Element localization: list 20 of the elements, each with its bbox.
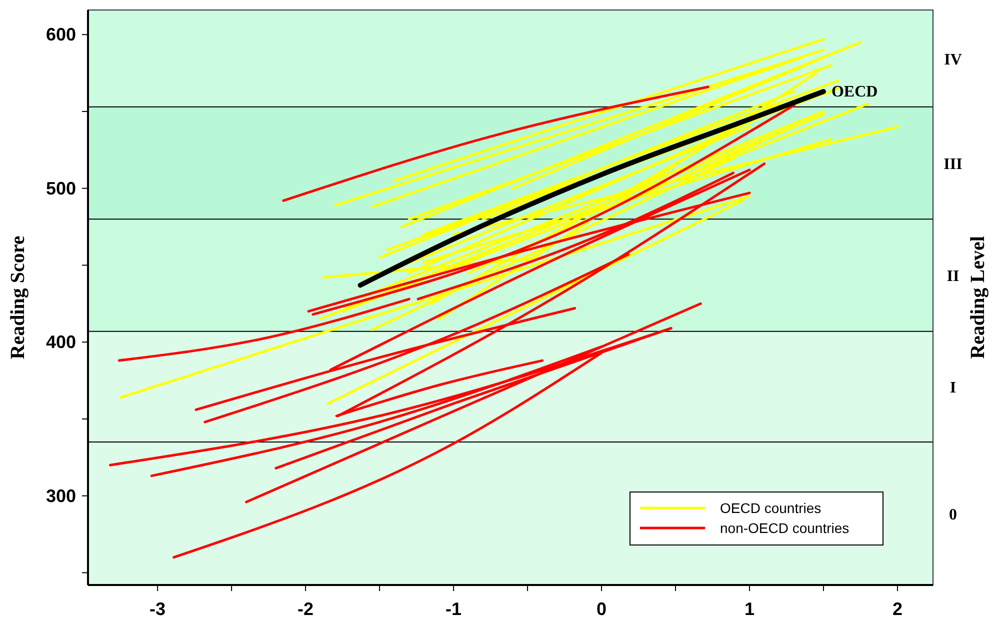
x-tick-label: 0	[596, 599, 607, 619]
legend-label: OECD countries	[720, 500, 822, 516]
y2-axis-title: Reading Level	[967, 236, 989, 359]
y-tick-label: 500	[46, 178, 76, 198]
y-tick-label: 600	[46, 24, 76, 45]
x-tick-label: 2	[892, 599, 902, 619]
series-label: OECD	[831, 83, 878, 100]
band-label: III	[944, 156, 962, 173]
x-tick-label: 1	[744, 599, 755, 619]
y-tick-label: 400	[46, 332, 76, 352]
band-label: IV	[944, 51, 962, 68]
y-axis-title: Reading Score	[7, 236, 29, 360]
band-label: II	[946, 268, 960, 286]
band-label: 0	[949, 506, 957, 524]
x-tick-label: -2	[298, 599, 314, 619]
x-tick-label: -3	[150, 599, 166, 619]
band-label: I	[950, 380, 956, 397]
x-tick-label: -1	[446, 599, 462, 619]
legend-label: non-OECD countries	[720, 520, 850, 536]
y-tick-label: 300	[46, 486, 76, 506]
